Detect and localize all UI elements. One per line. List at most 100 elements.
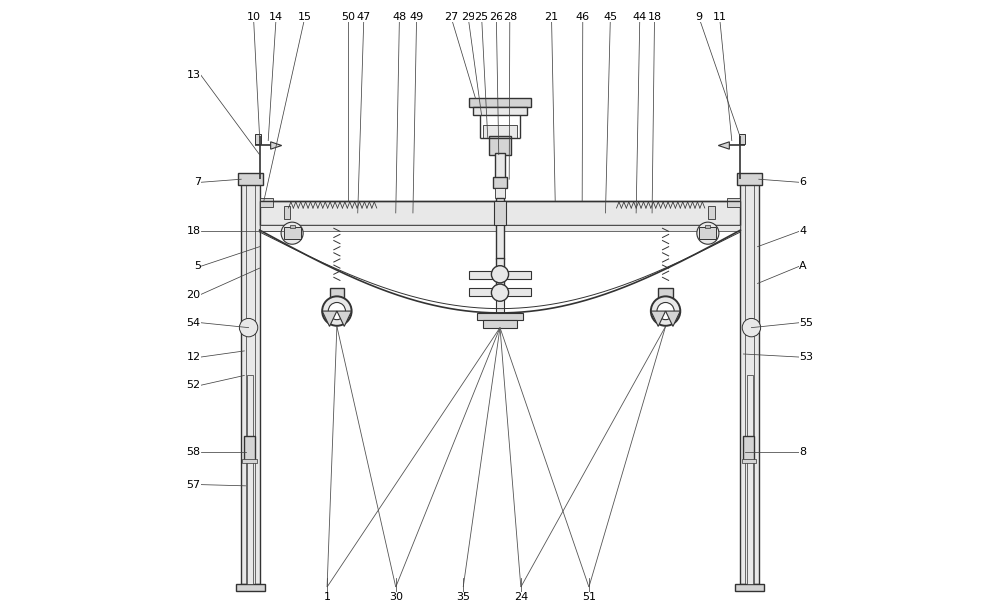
- Bar: [658, 288, 673, 302]
- Text: 54: 54: [187, 318, 201, 328]
- Text: 20: 20: [187, 290, 201, 299]
- Bar: [469, 270, 497, 278]
- Text: 24: 24: [514, 593, 528, 602]
- Polygon shape: [337, 311, 352, 326]
- Polygon shape: [322, 311, 337, 326]
- Text: 11: 11: [713, 12, 727, 22]
- Circle shape: [697, 222, 719, 244]
- Text: 26: 26: [489, 12, 503, 22]
- Text: 7: 7: [194, 177, 201, 187]
- Polygon shape: [718, 142, 729, 149]
- Bar: [260, 225, 740, 232]
- Bar: [489, 136, 511, 155]
- Text: 28: 28: [503, 12, 517, 22]
- Bar: [737, 173, 762, 185]
- Bar: [503, 270, 531, 278]
- Bar: [495, 188, 505, 198]
- Bar: [495, 153, 505, 179]
- Bar: [708, 206, 715, 219]
- Text: 53: 53: [799, 352, 813, 362]
- Bar: [739, 134, 745, 144]
- Polygon shape: [666, 311, 680, 326]
- Text: 52: 52: [187, 380, 201, 391]
- Text: 44: 44: [633, 12, 647, 22]
- Text: 5: 5: [194, 261, 201, 271]
- Bar: [469, 99, 531, 107]
- Circle shape: [328, 302, 345, 320]
- Circle shape: [281, 222, 303, 244]
- Text: 10: 10: [246, 12, 260, 22]
- Text: 14: 14: [269, 12, 283, 22]
- Text: 45: 45: [603, 12, 617, 22]
- Text: 4: 4: [799, 226, 806, 237]
- Text: 50: 50: [341, 12, 355, 22]
- Bar: [469, 288, 497, 296]
- Text: 21: 21: [544, 12, 559, 22]
- Bar: [244, 436, 255, 460]
- Text: 29: 29: [461, 12, 475, 22]
- Bar: [493, 177, 507, 188]
- Bar: [284, 206, 290, 219]
- Text: 18: 18: [187, 226, 201, 237]
- Text: 57: 57: [187, 480, 201, 490]
- Bar: [483, 125, 517, 137]
- Bar: [290, 225, 295, 229]
- Bar: [743, 436, 754, 460]
- Bar: [477, 313, 523, 320]
- Bar: [745, 179, 754, 584]
- Text: 58: 58: [187, 447, 201, 457]
- Bar: [473, 107, 527, 115]
- Bar: [247, 376, 253, 584]
- Circle shape: [742, 318, 761, 337]
- Circle shape: [491, 284, 509, 301]
- Bar: [735, 584, 764, 591]
- Polygon shape: [651, 311, 666, 326]
- Bar: [236, 584, 265, 591]
- Bar: [260, 198, 273, 207]
- Bar: [242, 459, 257, 463]
- Text: 18: 18: [647, 12, 662, 22]
- Circle shape: [491, 265, 509, 283]
- Polygon shape: [271, 142, 282, 149]
- Bar: [241, 179, 260, 584]
- Bar: [330, 288, 344, 302]
- Bar: [483, 320, 517, 328]
- Bar: [496, 257, 504, 290]
- Bar: [705, 225, 710, 229]
- Text: 47: 47: [357, 12, 371, 22]
- Circle shape: [239, 318, 258, 337]
- Bar: [747, 376, 753, 584]
- Bar: [255, 134, 261, 144]
- Text: A: A: [799, 261, 807, 271]
- Bar: [246, 179, 255, 584]
- Bar: [260, 201, 740, 225]
- Text: 9: 9: [695, 12, 702, 22]
- Text: 6: 6: [799, 177, 806, 187]
- Text: 55: 55: [799, 318, 813, 328]
- Circle shape: [651, 296, 680, 326]
- Circle shape: [657, 302, 674, 320]
- Circle shape: [322, 296, 352, 326]
- Text: 12: 12: [187, 352, 201, 362]
- Bar: [740, 179, 759, 584]
- Text: 15: 15: [298, 12, 312, 22]
- Bar: [727, 198, 740, 207]
- Text: 46: 46: [576, 12, 590, 22]
- Text: 48: 48: [392, 12, 407, 22]
- Text: 35: 35: [456, 593, 470, 602]
- Bar: [503, 288, 531, 296]
- Bar: [284, 227, 301, 240]
- Text: 30: 30: [389, 593, 403, 602]
- Bar: [238, 173, 263, 185]
- Text: 13: 13: [187, 70, 201, 80]
- Bar: [496, 293, 504, 314]
- Text: 25: 25: [475, 12, 489, 22]
- Bar: [699, 227, 716, 240]
- Text: 27: 27: [444, 12, 458, 22]
- Bar: [496, 198, 504, 259]
- Text: 1: 1: [324, 593, 331, 602]
- Text: 49: 49: [409, 12, 424, 22]
- Text: 51: 51: [582, 593, 596, 602]
- Bar: [742, 459, 756, 463]
- Bar: [494, 201, 506, 225]
